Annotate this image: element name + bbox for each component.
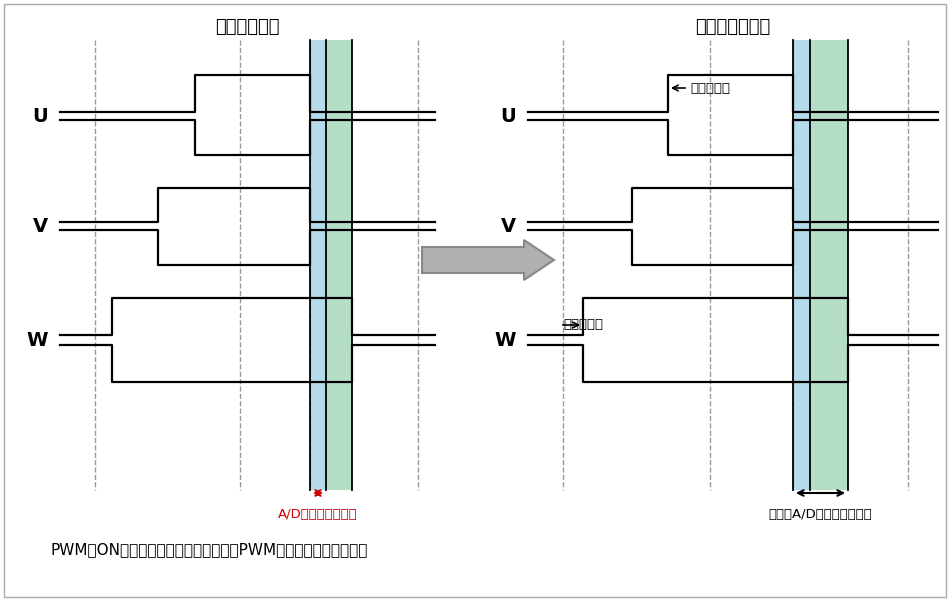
- Bar: [310, 40, 326, 490]
- Text: U: U: [32, 106, 48, 126]
- Text: A/D変換時間が不足: A/D変換時間が不足: [278, 508, 358, 521]
- Text: W: W: [27, 331, 48, 350]
- Text: 十分なA/D変換時間の確保: 十分なA/D変換時間の確保: [769, 508, 872, 521]
- Text: PWMのON時間を変えることなく各相のPWM出力をシフトさせる。: PWMのON時間を変えることなく各相のPWM出力をシフトさせる。: [50, 542, 368, 557]
- Bar: [793, 40, 810, 490]
- Text: 出力シフト: 出力シフト: [690, 82, 730, 94]
- Text: V: V: [33, 216, 48, 236]
- Text: 非対称波形出力: 非対称波形出力: [695, 18, 770, 36]
- Bar: [810, 40, 848, 490]
- Text: U: U: [501, 106, 516, 126]
- Text: 対称波形出力: 対称波形出力: [216, 18, 279, 36]
- Bar: [326, 40, 352, 490]
- Text: 出力シフト: 出力シフト: [563, 319, 603, 332]
- FancyArrow shape: [422, 240, 554, 280]
- Text: W: W: [495, 331, 516, 350]
- Text: V: V: [501, 216, 516, 236]
